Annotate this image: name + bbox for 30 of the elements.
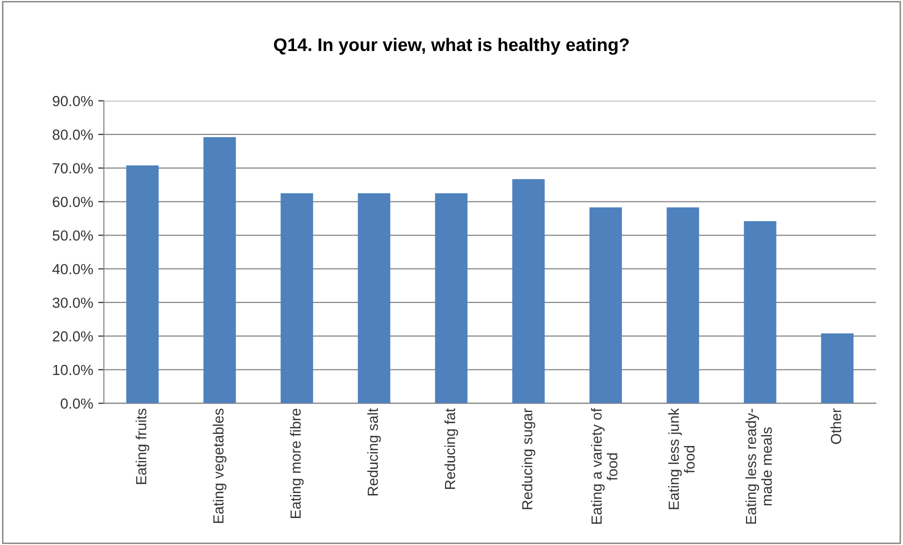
bar [512,179,545,404]
x-tick-label: Eating more fibre [290,408,304,518]
bar [435,193,468,404]
bar [821,333,854,404]
y-tick-label: 50.0% [52,230,93,241]
x-tick-label: Other [830,408,842,444]
x-tick-label: Reducing sugar [522,408,536,510]
bar [358,193,390,404]
x-tick-label: Eating fruits [136,408,150,484]
bar [666,207,700,404]
y-tick-label: 20.0% [52,331,93,342]
y-tick-label: 0.0% [60,398,93,409]
x-tick-label: Eating vegetables [212,408,226,523]
y-tick-label: 70.0% [52,163,93,174]
y-tick-label: 10.0% [53,364,93,376]
bar [203,137,236,404]
chart-title: Q14. In your view, what is healthy eating? [274,38,629,55]
x-tick-label: Eating less junk food [668,408,695,510]
bar [589,207,622,404]
y-tick-label: 80.0% [52,130,93,140]
bar [126,165,159,404]
bar [280,193,314,404]
x-tick-label: Reducing salt [367,408,381,496]
y-tick-label: 90.0% [52,96,93,106]
bar [744,221,776,404]
y-tick-label: 40.0% [52,264,93,274]
y-tick-label: 60.0% [52,196,93,208]
x-tick-label: Eating a variety of food [591,408,618,524]
x-tick-label: Reducing fat [444,408,458,489]
y-tick-label: 30.0% [52,298,93,308]
